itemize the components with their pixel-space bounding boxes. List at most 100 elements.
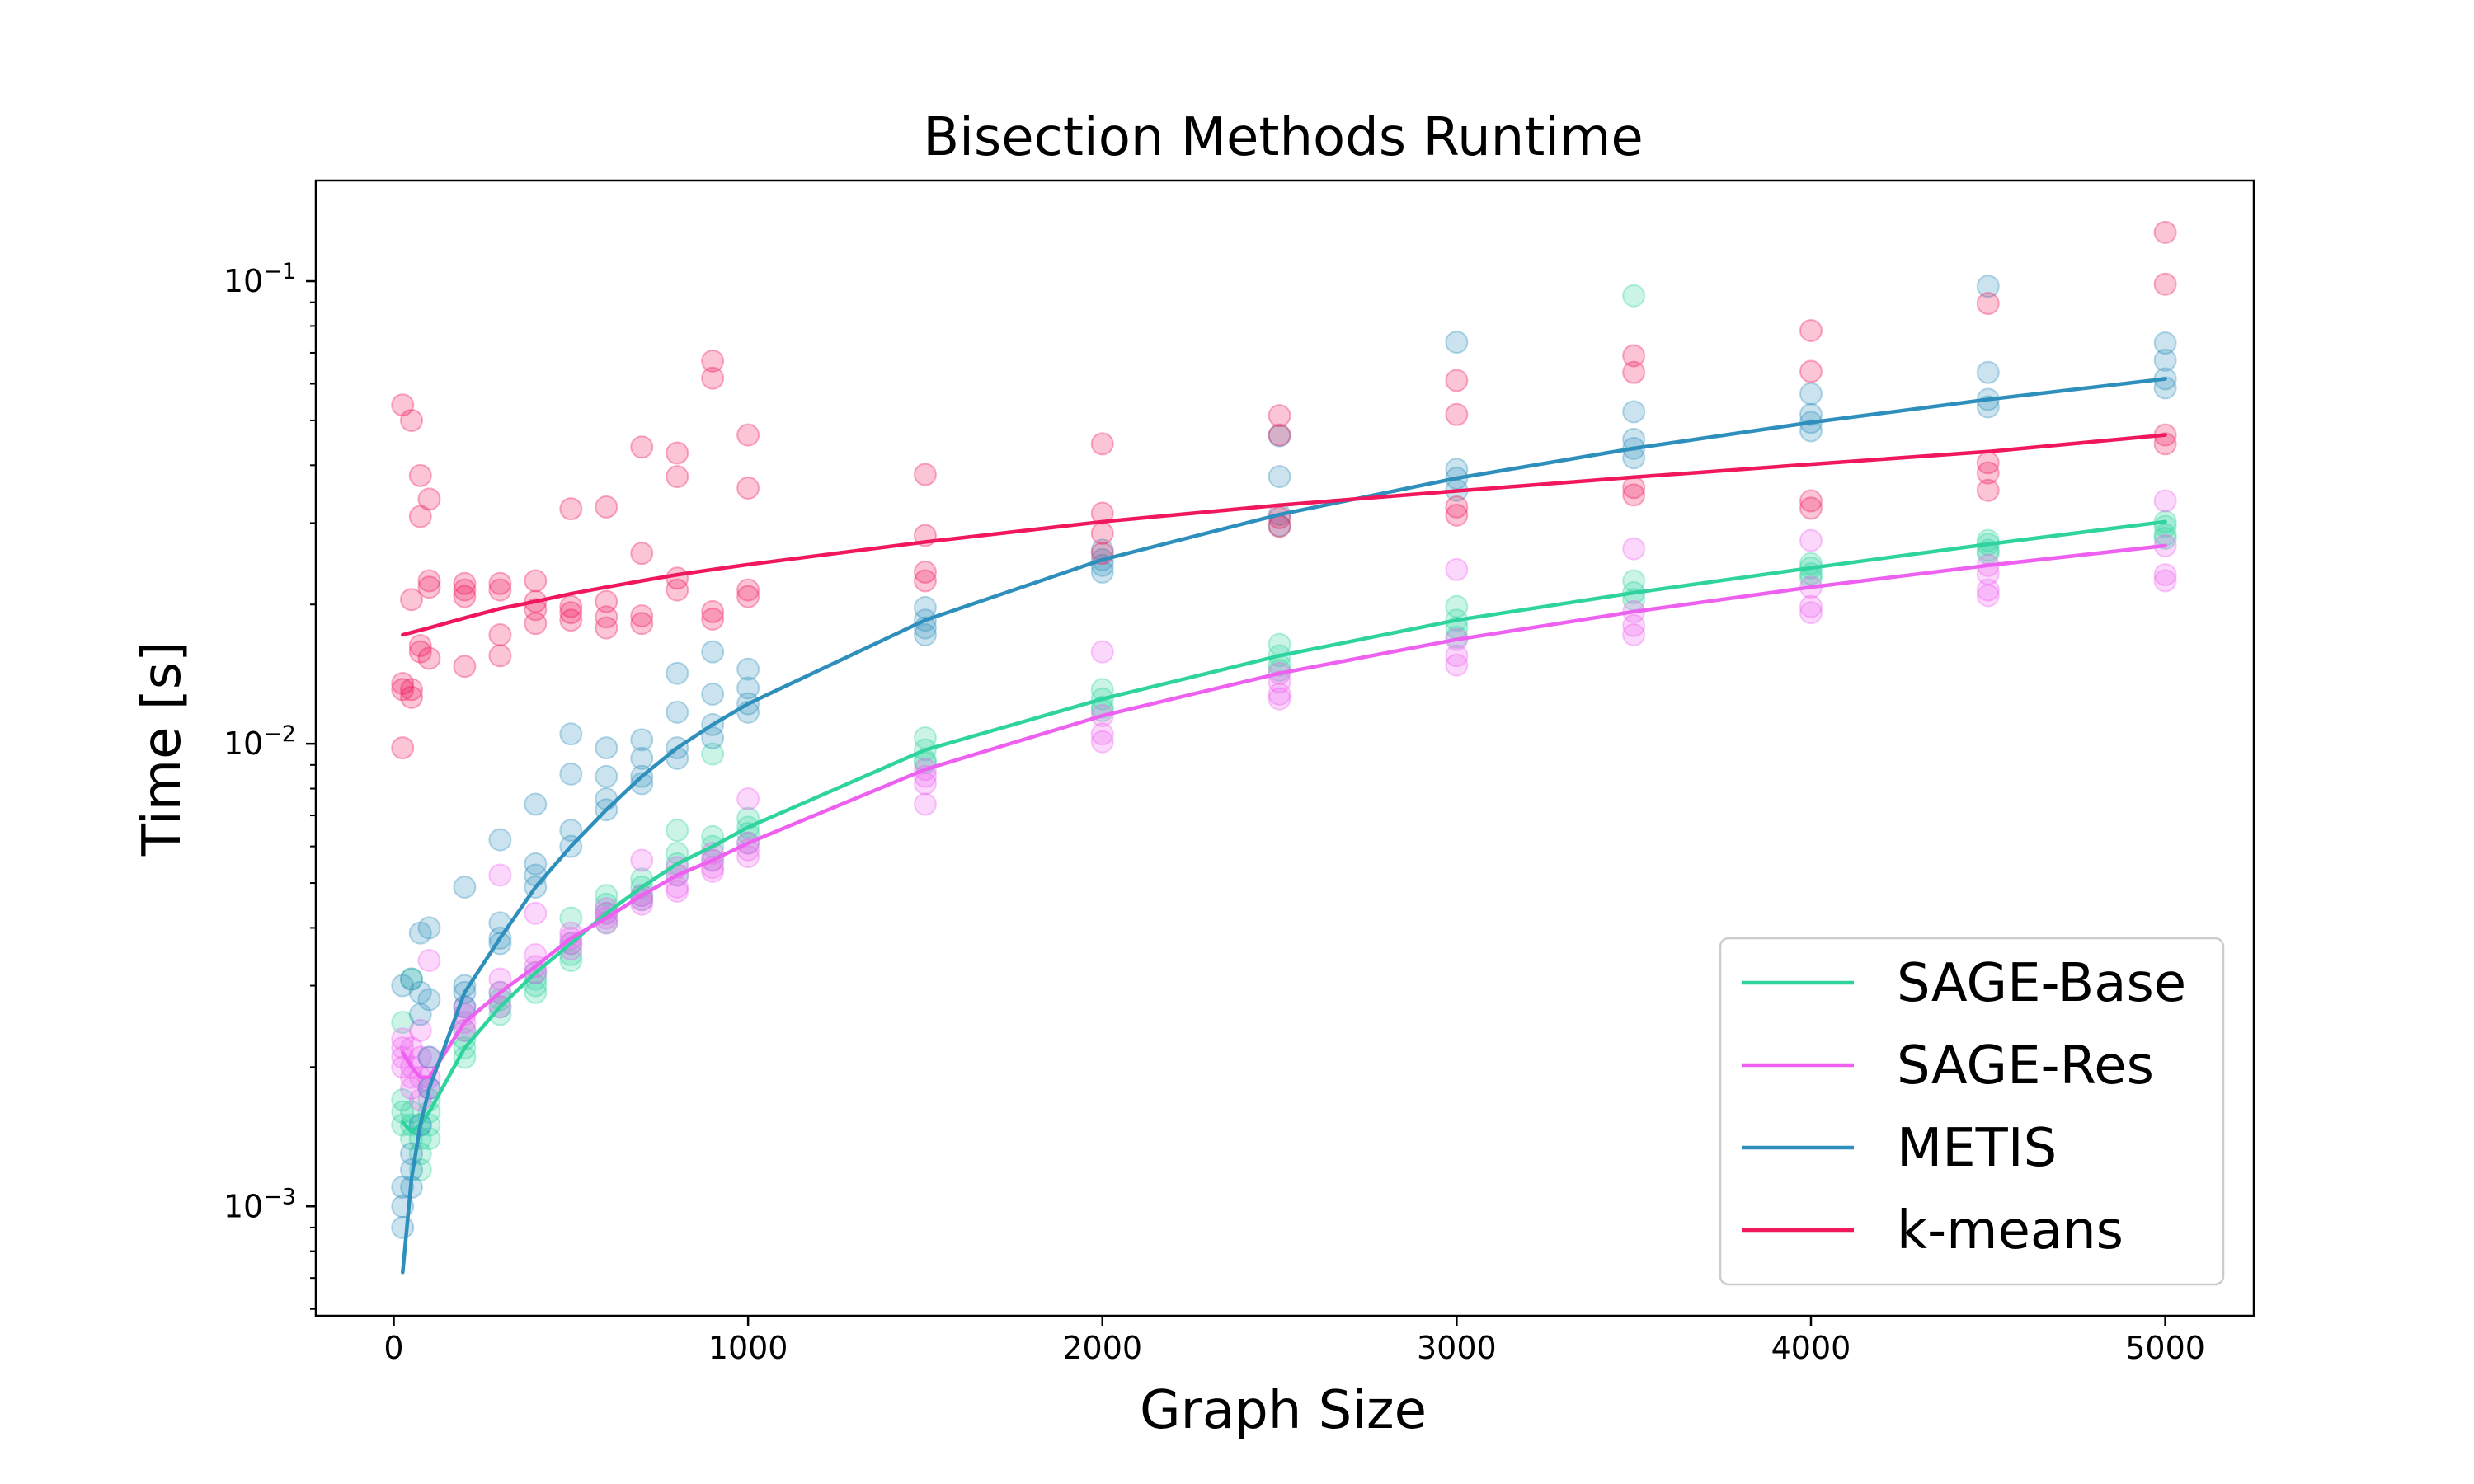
metis-point	[453, 875, 477, 899]
scatter-points	[391, 220, 2177, 1239]
sage-res-point	[1622, 622, 1646, 646]
k-means-point	[666, 441, 689, 465]
sage-res-point	[1976, 584, 2000, 608]
k-means-point	[559, 594, 583, 618]
k-means-point	[630, 435, 654, 459]
k-means-point	[1799, 496, 1823, 520]
sage-res-point	[736, 845, 760, 869]
sage-res-point	[1799, 594, 1823, 618]
k-means-point	[630, 612, 654, 636]
x-axis-title: Graph Size	[1140, 1380, 1427, 1441]
trend-lines	[401, 377, 2167, 1275]
k-means-point	[1799, 359, 1823, 383]
k-means-point	[595, 589, 618, 613]
metis-point	[399, 1142, 423, 1166]
y-tick-label: 10−2	[223, 721, 296, 762]
k-means-point	[736, 477, 760, 500]
sage-res-point	[1268, 682, 1291, 706]
sage-base-point	[666, 819, 689, 843]
k-means-point	[913, 463, 937, 486]
sage-res-point	[391, 1027, 415, 1051]
metis-point	[408, 1003, 432, 1026]
sage-res-point	[1090, 730, 1114, 754]
k-means-point	[595, 605, 618, 629]
sage-base-point	[1622, 569, 1646, 593]
sage-base-point	[524, 980, 548, 1004]
metis-point	[2153, 331, 2177, 355]
metis-point	[559, 819, 583, 843]
metis-trend-line	[401, 377, 2167, 1275]
k-means-point	[736, 585, 760, 608]
sage-base-point	[559, 906, 583, 930]
legend: SAGE-Base SAGE-Res METIS k-means	[1719, 937, 2225, 1286]
k-means-point	[1622, 483, 1646, 507]
sage-res-point	[488, 967, 512, 991]
sage-base-point	[488, 1003, 512, 1026]
y-axis-title: Time [s]	[132, 641, 193, 857]
sage-base-point	[701, 742, 725, 766]
metis-point	[913, 622, 937, 646]
sage-res-point	[666, 880, 689, 904]
metis-point	[736, 657, 760, 681]
k-means-point	[2153, 220, 2177, 244]
k-means-point	[391, 393, 415, 417]
metis-point	[391, 974, 415, 998]
sage-res-point	[2153, 489, 2177, 513]
k-means-point	[2153, 272, 2177, 296]
k-means-point	[453, 585, 477, 608]
sage-base-point	[399, 967, 423, 991]
metis-point	[2153, 348, 2177, 372]
k-means-point	[595, 495, 618, 519]
x-tick-label: 2000	[1062, 1330, 1142, 1366]
k-means-point	[399, 678, 423, 702]
k-means-point	[630, 604, 654, 628]
sage-res-point	[1268, 687, 1291, 711]
metis-point	[559, 762, 583, 786]
x-tick-label: 4000	[1771, 1330, 1851, 1366]
k-means-point	[399, 408, 423, 432]
legend-label-sage-res: SAGE-Res	[1897, 1036, 2154, 1097]
k-means-point	[399, 685, 423, 709]
sage-base-point	[913, 726, 937, 749]
k-means-point	[408, 634, 432, 658]
sage-base-point	[2153, 514, 2177, 538]
k-means-point	[595, 616, 618, 640]
k-means-point	[630, 542, 654, 566]
metis-point	[701, 682, 725, 706]
k-means-point	[736, 578, 760, 602]
legend-label-k-means: k-means	[1897, 1200, 2124, 1261]
sage-res-point	[1445, 557, 1469, 581]
x-tick-label: 5000	[2125, 1330, 2205, 1366]
k-means-point	[559, 497, 583, 521]
k-means-point	[666, 578, 689, 602]
k-means-point	[736, 423, 760, 447]
k-means-point	[1445, 495, 1469, 519]
metis-point	[595, 764, 618, 788]
sage-base-point	[391, 1087, 415, 1111]
metis-point	[1799, 419, 1823, 443]
sage-res-point	[524, 901, 548, 925]
metis-point	[408, 921, 432, 945]
metis-point	[630, 772, 654, 796]
sage-res-point	[913, 772, 937, 796]
k-means-point	[1976, 461, 2000, 485]
k-means-point	[488, 622, 512, 646]
sage-res-point	[408, 1045, 432, 1069]
metis-point	[736, 676, 760, 700]
k-means-point	[559, 608, 583, 632]
k-means-point	[1268, 404, 1291, 428]
k-means-point	[701, 366, 725, 390]
metis-point	[666, 700, 689, 724]
k-means-point	[453, 578, 477, 602]
k-means-point	[417, 487, 441, 511]
sage-base-trend-line	[401, 519, 2167, 1134]
metis-point	[666, 661, 689, 685]
sage-res-point	[399, 1036, 423, 1060]
x-tick-label: 0	[383, 1330, 403, 1366]
metis-point	[417, 916, 441, 940]
legend-label-sage-base: SAGE-Base	[1897, 953, 2186, 1014]
k-means-point	[1445, 402, 1469, 426]
sage-res-point	[417, 949, 441, 973]
k-means-point	[1799, 489, 1823, 513]
